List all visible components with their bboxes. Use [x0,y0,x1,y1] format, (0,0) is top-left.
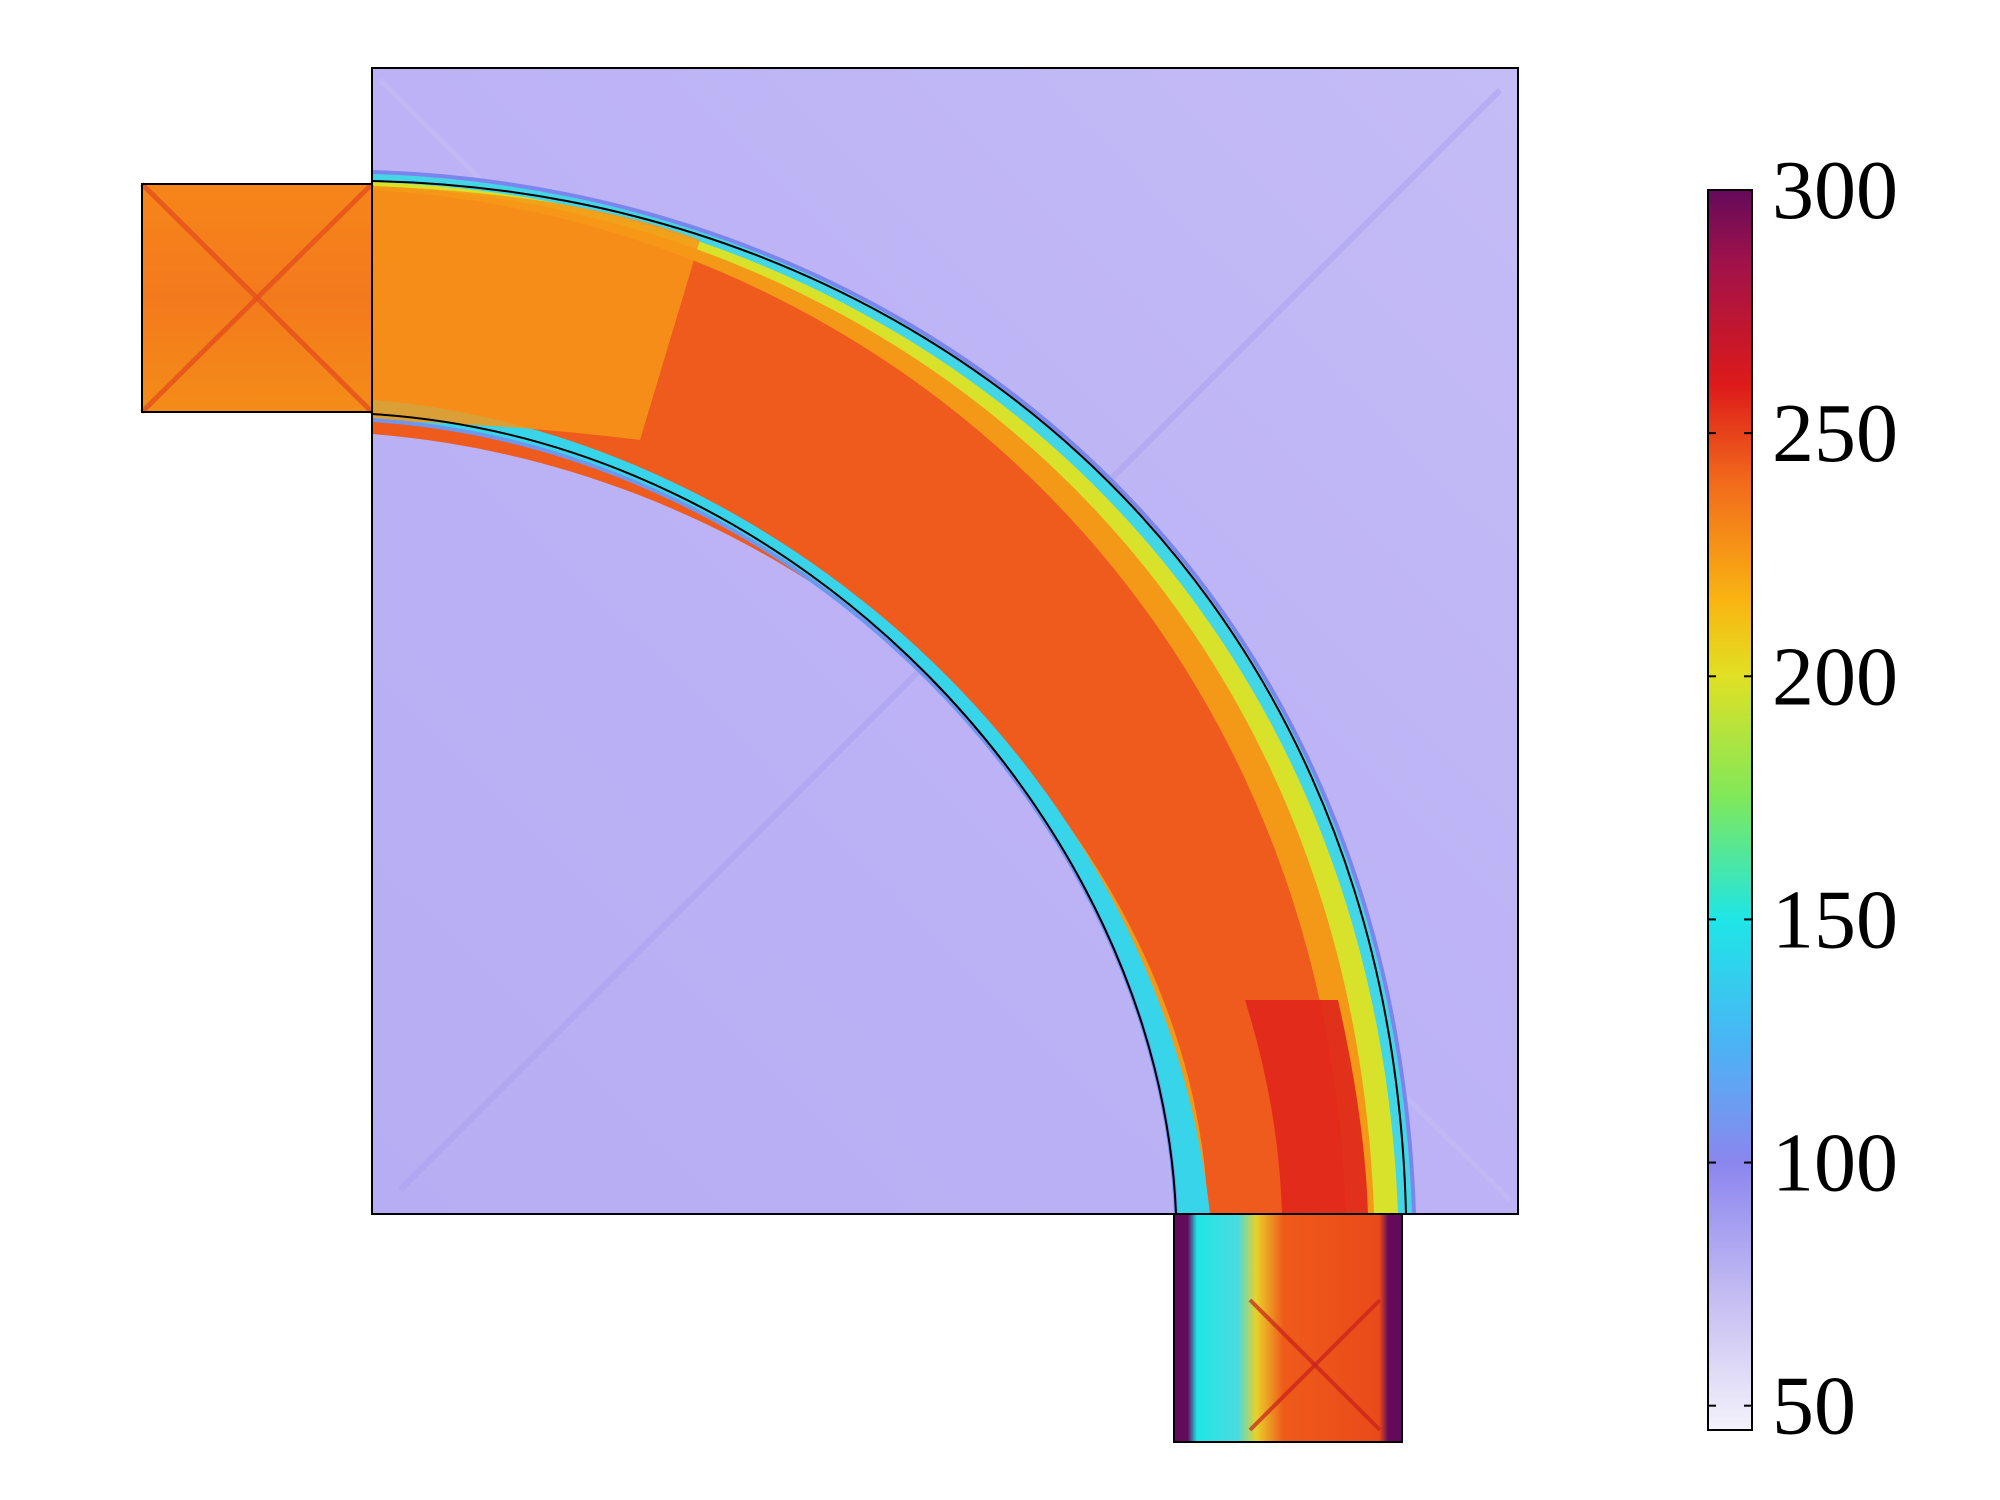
inlet-block [140,182,374,414]
domain-border [371,67,1519,1215]
colorbar-tick-label: 50 [1772,1360,1856,1453]
colorbar: 300 250 200 150 100 50 [1707,144,1898,1453]
colorbar-tick-label: 200 [1772,630,1898,723]
pipe-inner-boundary [371,413,1177,1215]
colorbar-border [1707,189,1753,1431]
colorbar-tick-label: 150 [1772,873,1898,966]
pipe-outer-boundary [371,180,1407,1215]
colorbar-tick-label: 100 [1772,1117,1898,1210]
outlet-block [1173,1213,1403,1443]
colorbar-tick-label: 250 [1772,387,1898,480]
colorbar-fill [1708,190,1752,1430]
colorbar-ticks: 300 250 200 150 100 50 [1708,144,1898,1453]
colorbar-tick-label: 300 [1772,144,1898,237]
